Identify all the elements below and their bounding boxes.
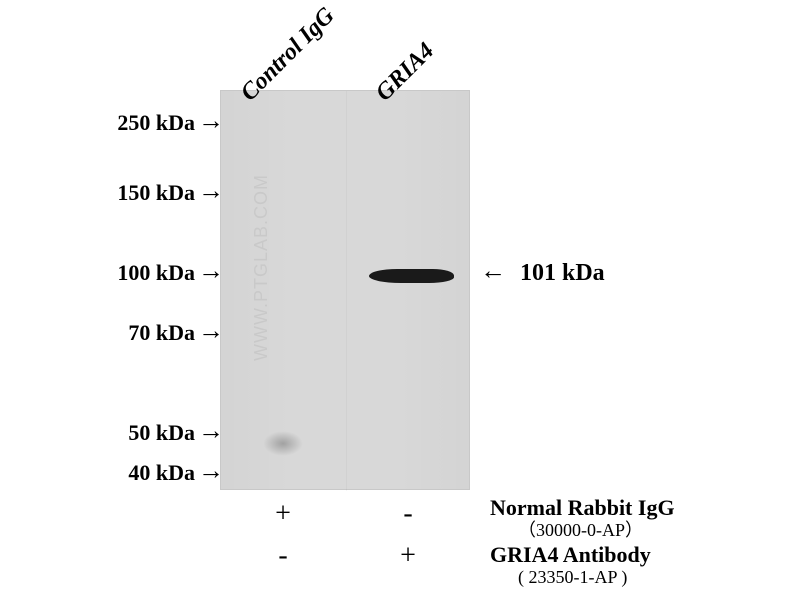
condition-r1c1: + (268, 498, 298, 530)
watermark-text: WWW.PTGLAB.COM (251, 174, 272, 361)
legend-row-2: GRIA4 Antibody ( 23350-1-AP ) (490, 542, 651, 588)
lane-divider (346, 91, 347, 491)
mw-label: 40 kDa (95, 460, 195, 486)
blot-membrane: WWW.PTGLAB.COM (220, 90, 470, 490)
mw-label: 70 kDa (95, 320, 195, 346)
condition-r2c1: - (268, 540, 298, 572)
detected-band-label: 101 kDa (520, 260, 605, 287)
legend-main: Normal Rabbit IgG (490, 495, 675, 520)
mw-label: 150 kDa (95, 180, 195, 206)
mw-label: 100 kDa (95, 260, 195, 286)
arrow-right-icon: → (198, 416, 224, 446)
arrow-right-icon: → (198, 106, 224, 136)
detected-band (369, 269, 454, 283)
mw-label: 250 kDa (95, 110, 195, 136)
legend-sub: ( 23350-1-AP ) (490, 567, 651, 588)
figure-root: WWW.PTGLAB.COM Control IgG GRIA4 250 kDa… (0, 0, 800, 600)
arrow-right-icon: → (198, 176, 224, 206)
arrow-right-icon: → (198, 316, 224, 346)
legend-sub: （30000-0-AP） (490, 520, 675, 541)
artifact-smudge (263, 431, 303, 456)
arrow-right-icon: → (198, 456, 224, 486)
condition-r1c2: - (393, 498, 423, 530)
mw-label: 50 kDa (95, 420, 195, 446)
arrow-left-icon: ← (480, 256, 506, 286)
condition-r2c2: + (393, 540, 423, 572)
arrow-right-icon: → (198, 256, 224, 286)
legend-main: GRIA4 Antibody (490, 542, 651, 567)
legend-row-1: Normal Rabbit IgG （30000-0-AP） (490, 495, 675, 541)
